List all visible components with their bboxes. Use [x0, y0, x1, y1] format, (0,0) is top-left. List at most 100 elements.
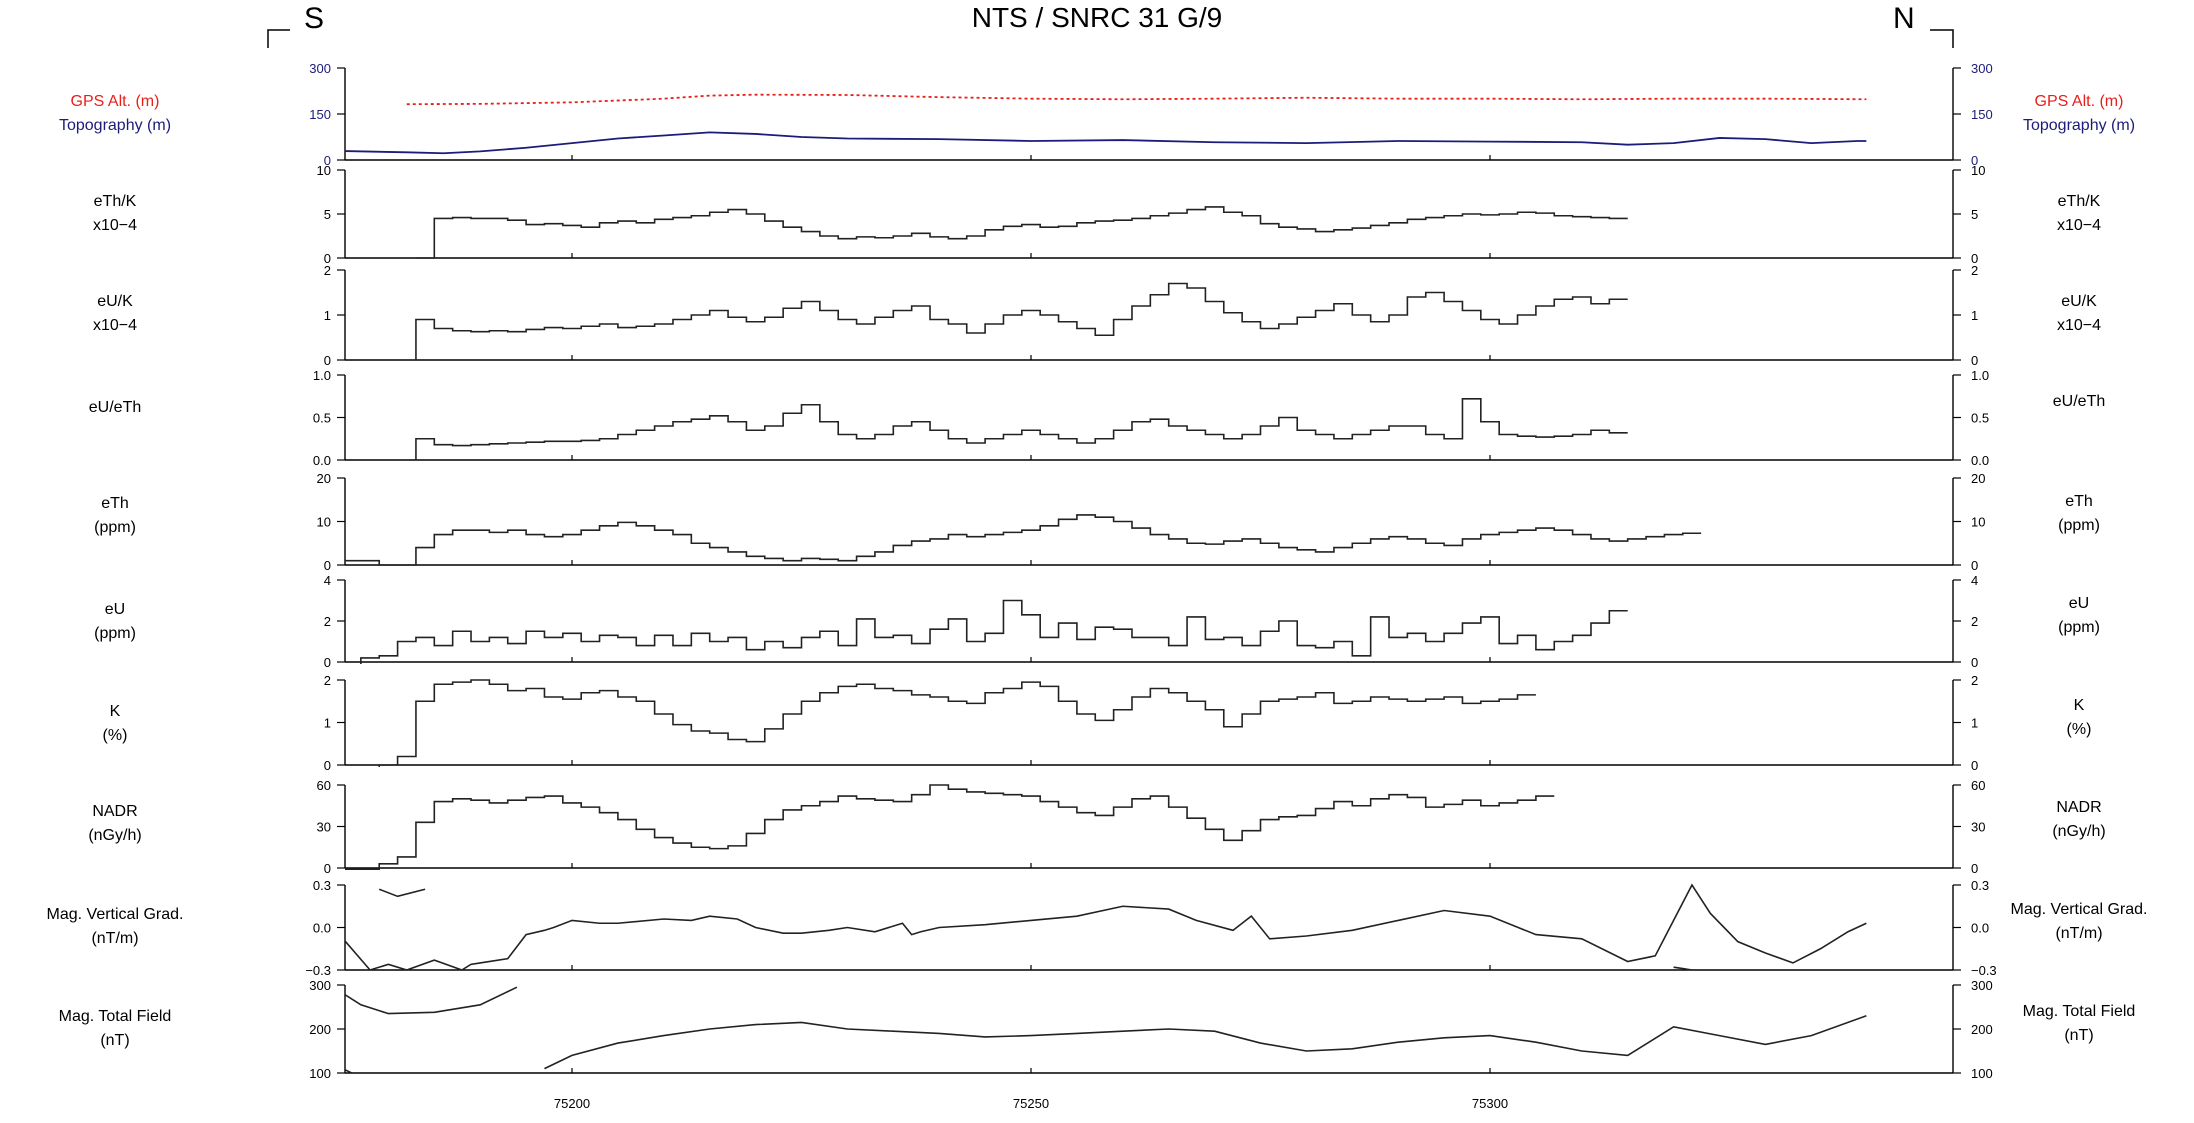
step-series-eth — [345, 514, 1702, 566]
y-tick-label-right-magvg: −0.3 — [1971, 963, 1997, 978]
magtf-label-right: Mag. Total Field — [2022, 1003, 2136, 1020]
y-tick-label-left-alt: 300 — [309, 61, 331, 76]
y-tick-label-right-euk: 1 — [1971, 308, 1978, 323]
euk-label: eU/K — [97, 293, 133, 310]
y-tick-label-left-euth: 0.5 — [313, 411, 331, 426]
y-tick-label-right-alt: 0 — [1971, 153, 1978, 168]
y-tick-label-right-ethk: 10 — [1971, 163, 1985, 178]
eu-label: eU — [104, 601, 126, 618]
y-tick-label-left-eu: 4 — [324, 573, 331, 588]
eth-unit-right: (ppm) — [2058, 517, 2100, 534]
y-tick-label-left-ethk: 5 — [324, 207, 331, 222]
left-label-altitude: GPS Alt. (m) Topography (m) — [0, 90, 230, 138]
k-unit-right: (%) — [2066, 721, 2092, 738]
right-label-eth: eTh (ppm) — [1964, 490, 2194, 538]
y-tick-label-right-magtf: 100 — [1971, 1066, 1993, 1081]
right-label-nadr: NADR (nGy/h) — [1964, 796, 2194, 844]
eu-unit: (ppm) — [94, 625, 136, 642]
magvg-unit: (nT/m) — [91, 930, 139, 947]
y-tick-label-right-eu: 2 — [1971, 614, 1978, 629]
y-tick-label-right-euth: 0.0 — [1971, 453, 1989, 468]
y-tick-label-left-k: 0 — [324, 758, 331, 773]
ethk-label: eTh/K — [93, 193, 137, 210]
y-tick-label-left-euth: 0.0 — [313, 453, 331, 468]
nadr-unit: (nGy/h) — [88, 827, 142, 844]
y-tick-label-right-eu: 0 — [1971, 655, 1978, 670]
magvg-label-right: Mag. Vertical Grad. — [2010, 901, 2148, 918]
y-tick-label-right-euth: 1.0 — [1971, 368, 1989, 383]
y-tick-label-left-ethk: 10 — [317, 163, 331, 178]
magtf-unit: (nT) — [100, 1032, 130, 1049]
line-series-magtf-2 — [544, 1015, 1867, 1070]
x-tick-label: 75300 — [1472, 1096, 1508, 1111]
y-tick-label-left-alt: 150 — [309, 107, 331, 122]
y-tick-label-left-alt: 0 — [324, 153, 331, 168]
y-tick-label-right-ethk: 0 — [1971, 251, 1978, 266]
north-bracket — [1930, 29, 1954, 48]
gps-alt-label-right: GPS Alt. (m) — [2034, 93, 2124, 110]
eu-label-right: eU — [2068, 595, 2090, 612]
y-tick-label-right-eth: 0 — [1971, 558, 1978, 573]
magvg-label: Mag. Vertical Grad. — [46, 906, 184, 923]
y-tick-label-left-k: 2 — [324, 673, 331, 688]
line-series-alt-1 — [345, 131, 1867, 155]
euk-unit: x10−4 — [92, 317, 138, 334]
y-tick-label-right-alt: 150 — [1971, 107, 1993, 122]
right-label-magtf: Mag. Total Field (nT) — [1964, 1000, 2194, 1048]
step-series-k — [378, 679, 1536, 767]
y-tick-label-right-eth: 20 — [1971, 471, 1985, 486]
y-tick-label-right-k: 0 — [1971, 758, 1978, 773]
euk-unit-right: x10−4 — [2056, 317, 2102, 334]
right-label-eu: eU (ppm) — [1964, 592, 2194, 640]
nadr-label-right: NADR — [2056, 799, 2102, 816]
eth-unit: (ppm) — [94, 519, 136, 536]
right-label-ethk: eTh/K x10−4 — [1964, 190, 2194, 238]
right-label-magvg: Mag. Vertical Grad. (nT/m) — [1964, 898, 2194, 946]
y-tick-label-right-euk: 0 — [1971, 353, 1978, 368]
line-series-magvg-0 — [378, 888, 426, 898]
step-series-eu — [360, 599, 1628, 664]
y-tick-label-left-magtf: 100 — [309, 1066, 331, 1081]
magvg-unit-right: (nT/m) — [2055, 925, 2103, 942]
euth-label: eU/eTh — [88, 399, 142, 416]
y-tick-label-right-k: 1 — [1971, 716, 1978, 731]
euth-label-right: eU/eTh — [2052, 393, 2106, 410]
y-tick-label-right-eth: 10 — [1971, 515, 1985, 530]
y-tick-label-right-nadr: 30 — [1971, 820, 1985, 835]
y-tick-label-left-eu: 0 — [324, 655, 331, 670]
y-tick-label-left-euk: 1 — [324, 308, 331, 323]
nadr-label: NADR — [92, 803, 138, 820]
y-tick-label-right-magtf: 200 — [1971, 1022, 1993, 1037]
map-sheet-title: NTS / SNRC 31 G/9 — [971, 2, 1223, 33]
x-tick-label: 75200 — [554, 1096, 590, 1111]
y-tick-label-left-euk: 0 — [324, 353, 331, 368]
x-tick-label: 75250 — [1013, 1096, 1049, 1111]
magtf-label: Mag. Total Field — [58, 1008, 172, 1025]
y-tick-label-right-magvg: 0.3 — [1971, 878, 1989, 893]
k-label-right: K — [2073, 697, 2085, 714]
y-tick-label-left-eth: 0 — [324, 558, 331, 573]
ethk-unit: x10−4 — [92, 217, 138, 234]
euk-label-right: eU/K — [2061, 293, 2097, 310]
y-tick-label-left-k: 1 — [324, 716, 331, 731]
step-series-euk — [415, 282, 1628, 360]
y-tick-label-left-nadr: 30 — [317, 820, 331, 835]
y-tick-label-right-euth: 0.5 — [1971, 411, 1989, 426]
left-label-magtf: Mag. Total Field (nT) — [0, 1005, 230, 1053]
step-series-euth — [415, 398, 1628, 460]
eth-label-right: eTh — [2065, 493, 2093, 510]
line-series-magtf-1 — [345, 1068, 353, 1074]
left-label-euth: eU/eTh — [0, 396, 230, 420]
line-series-magvg-2 — [1673, 966, 1693, 971]
step-series-ethk — [415, 206, 1628, 259]
gps-alt-label: GPS Alt. (m) — [70, 93, 160, 110]
y-tick-label-left-eth: 10 — [317, 515, 331, 530]
line-series-magvg-1 — [345, 883, 1867, 971]
north-direction-label: N — [1893, 2, 1915, 35]
y-tick-label-left-nadr: 0 — [324, 861, 331, 876]
step-series-nadr — [345, 784, 1555, 870]
left-label-magvg: Mag. Vertical Grad. (nT/m) — [0, 903, 230, 951]
line-series-alt-0 — [406, 93, 1867, 106]
